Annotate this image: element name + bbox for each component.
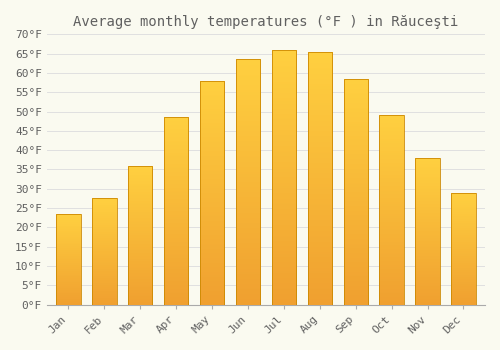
Bar: [56, 214, 80, 304]
Bar: [92, 198, 116, 304]
Bar: [200, 80, 224, 304]
Bar: [272, 50, 296, 304]
Bar: [164, 117, 188, 304]
Bar: [344, 79, 368, 304]
Bar: [416, 158, 440, 304]
Title: Average monthly temperatures (°F ) in Răuceşti: Average monthly temperatures (°F ) in Ră…: [74, 15, 458, 29]
Bar: [451, 193, 475, 304]
Bar: [236, 60, 260, 304]
Bar: [308, 52, 332, 304]
Bar: [380, 116, 404, 304]
Bar: [128, 166, 152, 304]
